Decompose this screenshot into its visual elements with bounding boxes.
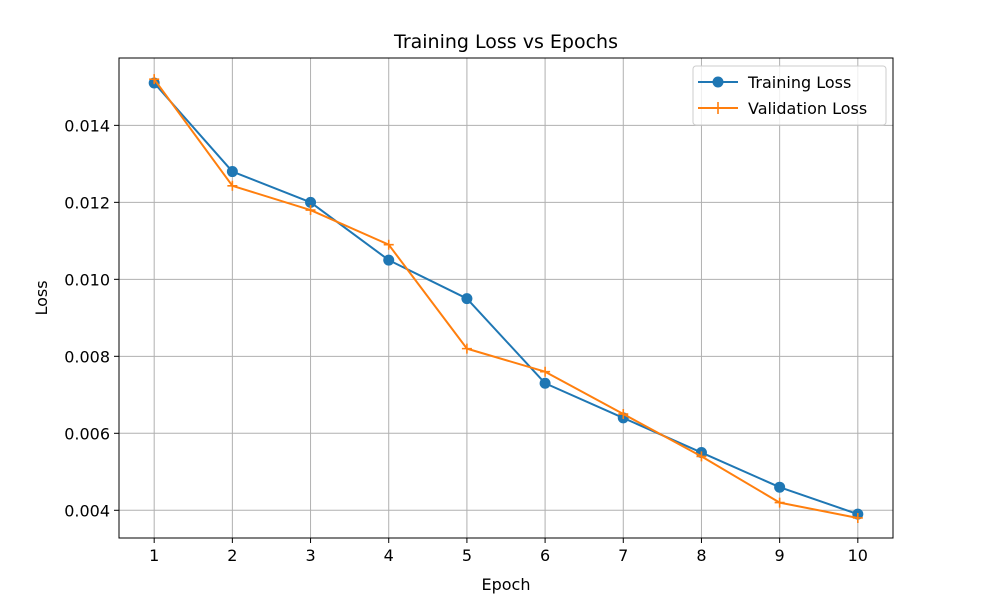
x-tick-label: 5 <box>462 546 472 565</box>
y-axis-label: Loss <box>32 280 51 315</box>
legend-box <box>692 65 887 126</box>
x-tick-label: 1 <box>149 546 159 565</box>
validation-loss-series <box>149 74 863 523</box>
x-axis-label: Epoch <box>482 575 531 594</box>
training-loss-point <box>226 166 238 178</box>
chart-title: Training Loss vs Epochs <box>393 31 618 53</box>
training-loss-point <box>539 377 551 389</box>
training-loss-point <box>461 293 473 305</box>
validation-loss-point <box>305 205 316 216</box>
x-tick-label: 4 <box>384 546 394 565</box>
y-tick-label: 0.004 <box>64 501 110 520</box>
x-tick-label: 8 <box>696 546 706 565</box>
x-tick-label: 2 <box>227 546 237 565</box>
series-layer <box>148 74 864 523</box>
validation-loss-point <box>383 239 394 250</box>
x-tick-label: 9 <box>775 546 785 565</box>
y-tick-label: 0.006 <box>64 424 110 443</box>
legend-validation-label: Validation Loss <box>748 99 867 118</box>
training-loss-point <box>383 254 395 266</box>
x-tick-label: 3 <box>305 546 315 565</box>
legend-training-label: Training Loss <box>747 73 851 92</box>
y-tick-label: 0.012 <box>64 193 110 212</box>
plot-frame <box>118 57 894 539</box>
validation-loss-point <box>696 451 707 462</box>
y-axis: 0.004 0.006 0.008 0.010 0.012 0.014 <box>64 116 119 520</box>
validation-loss-point <box>227 180 238 191</box>
legend-validation-marker <box>712 102 724 114</box>
grid <box>119 58 893 538</box>
y-tick-label: 0.014 <box>64 116 110 135</box>
x-tick-label: 10 <box>848 546 868 565</box>
validation-loss-point <box>461 343 472 354</box>
training-loss-point <box>774 481 786 493</box>
validation-loss-line <box>153 78 859 519</box>
legend: Training Loss Validation Loss <box>692 65 887 126</box>
validation-loss-point <box>149 74 160 85</box>
validation-loss-point <box>852 512 863 523</box>
training-loss-point <box>305 196 317 208</box>
validation-loss-point <box>774 497 785 508</box>
y-tick-label: 0.008 <box>64 347 110 366</box>
validation-loss-point <box>540 366 551 377</box>
x-axis: 1 2 3 4 5 6 7 8 9 10 <box>149 538 868 565</box>
y-tick-label: 0.010 <box>64 270 110 289</box>
legend-training-marker <box>712 76 724 88</box>
x-tick-label: 6 <box>540 546 550 565</box>
x-tick-label: 7 <box>618 546 628 565</box>
validation-loss-point <box>618 409 629 420</box>
training-loss-line <box>153 82 859 516</box>
